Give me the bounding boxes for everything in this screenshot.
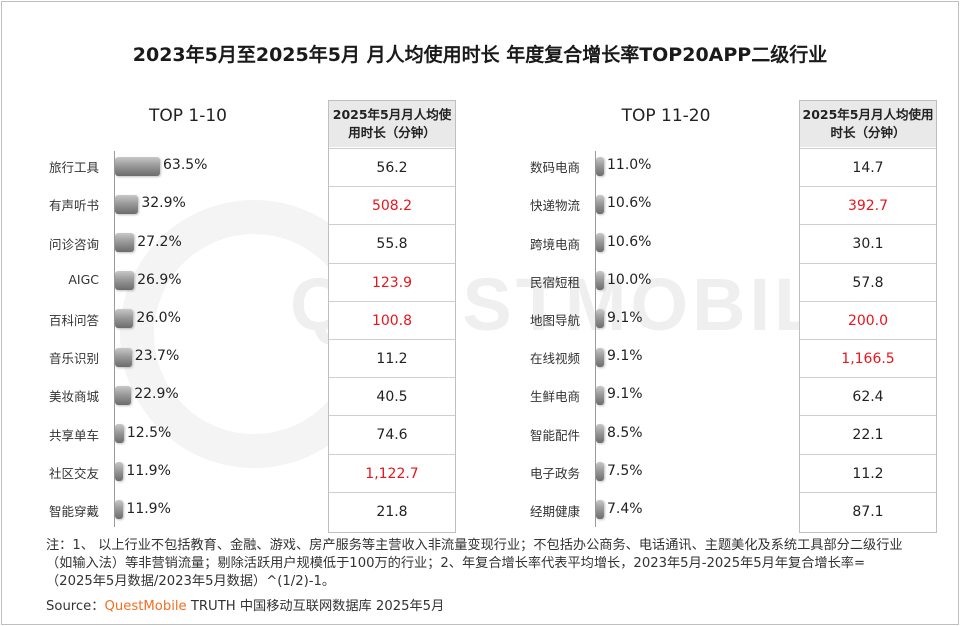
table-header: 2025年5月月人均使用时长（分钟） (329, 101, 455, 147)
bar (115, 271, 135, 291)
bar (596, 271, 604, 291)
bar (115, 233, 135, 252)
bar-data-label: 63.5% (163, 157, 208, 174)
category-label: 生鲜电商 (529, 389, 580, 405)
bar-data-label: 7.5% (607, 462, 643, 479)
bar-data-label: 11.0% (607, 157, 652, 174)
category-label: 电子政务 (529, 465, 580, 481)
table-cell: 1,166.5 (800, 339, 936, 377)
bar (596, 194, 604, 214)
category-label: 社区交友 (48, 465, 99, 481)
bar (596, 233, 604, 252)
chart-title: 2023年5月至2025年5月 月人均使用时长 年度复合增长率TOP20APP二… (132, 44, 828, 66)
category-label: 智能配件 (529, 427, 580, 443)
category-label: 经期健康 (529, 503, 580, 519)
table-cell: 87.1 (800, 491, 936, 530)
bar (115, 156, 160, 176)
table-cell: 100.8 (329, 300, 455, 339)
bar-data-label: 11.9% (126, 462, 171, 479)
category-label: 百科问答 (48, 312, 99, 328)
source-line: Source：QuestMobile TRUTH 中国移动互联网数据库 2025… (46, 595, 444, 614)
category-label: 智能穿戴 (48, 503, 99, 519)
category-label: AIGC (68, 271, 99, 287)
bar (596, 309, 604, 329)
table-cell: 74.6 (329, 415, 455, 453)
table-cell: 22.1 (800, 415, 936, 453)
table-cell: 11.2 (329, 339, 455, 377)
source-rest: TRUTH 中国移动互联网数据库 2025年5月 (186, 599, 445, 614)
bar-data-label: 8.5% (607, 424, 643, 441)
usage-table: 2025年5月月人均使用时长（分钟） 14.7 392.7 30.1 57.8 200.0… (799, 100, 937, 533)
category-label: 民宿短租 (529, 274, 580, 290)
category-label: 音乐识别 (48, 351, 99, 367)
bar-data-label: 26.0% (136, 309, 181, 326)
category-axis (595, 151, 596, 527)
bar-data-label: 9.1% (607, 348, 643, 365)
source-prefix: Source： (46, 599, 105, 614)
bar (115, 462, 124, 482)
bar (596, 347, 604, 367)
table-cell: 40.5 (329, 377, 455, 415)
bar-data-label: 22.9% (134, 386, 179, 403)
category-label: 快递物流 (529, 198, 580, 214)
category-label: 数码电商 (529, 160, 580, 176)
category-label: 跨境电商 (529, 236, 580, 252)
bar-data-label: 11.9% (126, 500, 171, 517)
bar-data-label: 10.6% (607, 195, 652, 212)
bar-data-label: 27.2% (137, 233, 182, 250)
panel-subtitle: TOP 1-10 (148, 106, 227, 126)
bar-data-label: 9.1% (607, 309, 643, 326)
table-cell: 14.7 (800, 148, 936, 186)
category-label: 旅行工具 (48, 160, 99, 176)
bar (115, 194, 139, 214)
source-brand: QuestMobile (104, 599, 187, 614)
bar (115, 385, 132, 405)
bar-data-label: 23.7% (134, 348, 180, 365)
bar-data-label: 10.6% (607, 233, 652, 250)
bar (115, 424, 124, 443)
category-label: 有声听书 (48, 198, 99, 214)
table-cell: 55.8 (329, 224, 455, 262)
bar (596, 462, 604, 482)
table-header: 2025年5月月人均使用时长（分钟） (800, 101, 936, 147)
bar (115, 309, 134, 329)
table-cell: 30.1 (800, 224, 936, 262)
table-cell: 1,122.7 (329, 453, 455, 492)
bar-data-label: 12.5% (126, 424, 172, 441)
bar (115, 500, 124, 520)
category-label: 问诊咨询 (48, 236, 99, 252)
bar (115, 347, 132, 367)
bar-data-label: 32.9% (141, 195, 186, 212)
bar (596, 385, 604, 405)
category-label: 在线视频 (529, 351, 580, 367)
panel-subtitle: TOP 11-20 (621, 106, 711, 126)
table-cell: 56.2 (329, 148, 455, 186)
bar (596, 156, 604, 176)
category-label: 美妆商城 (48, 389, 99, 405)
bar-data-label: 10.0% (607, 271, 652, 288)
table-cell: 62.4 (800, 377, 936, 415)
footnote: 注：1、 以上行业不包括教育、金融、游戏、房产服务等主营收入非流量变现行业；不包… (46, 538, 903, 589)
table-cell: 200.0 (800, 300, 936, 339)
table-cell: 392.7 (800, 186, 936, 224)
bar (596, 500, 604, 520)
category-label: 地图导航 (529, 312, 580, 328)
bar-data-label: 7.4% (607, 500, 643, 517)
bar (596, 424, 604, 443)
bar-data-label: 9.1% (607, 386, 643, 403)
category-label: 共享单车 (48, 427, 99, 443)
table-cell: 11.2 (800, 453, 936, 492)
table-cell: 508.2 (329, 186, 455, 224)
table-cell: 57.8 (800, 262, 936, 301)
usage-table: 2025年5月月人均使用时长（分钟） 56.2 508.2 55.8 123.9 100.… (328, 100, 456, 533)
category-axis (114, 151, 115, 527)
table-cell: 123.9 (329, 262, 455, 301)
table-cell: 21.8 (329, 491, 455, 530)
bar-data-label: 26.9% (137, 271, 182, 288)
